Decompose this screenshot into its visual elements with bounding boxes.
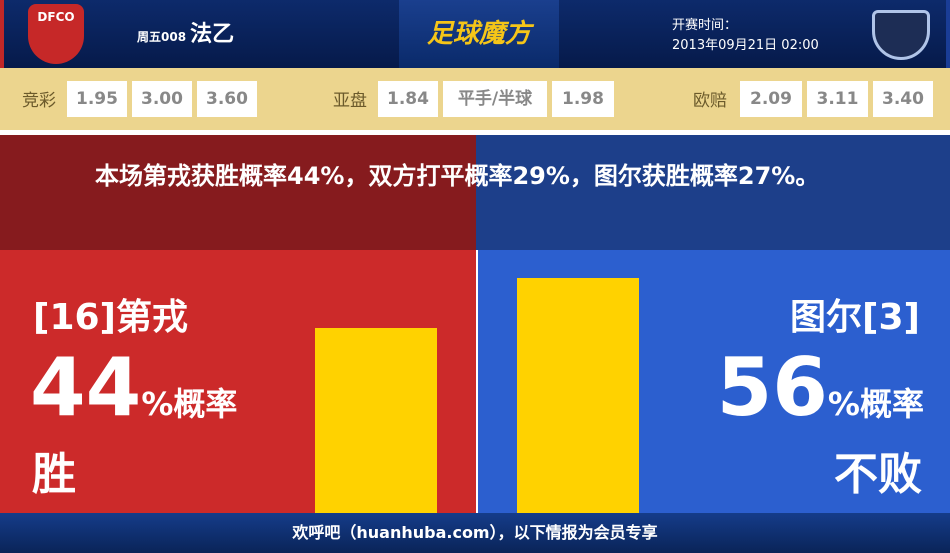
odds-box: 平手/半球: [443, 81, 547, 117]
home-result: 胜: [32, 449, 76, 500]
jingcai-label: 竞彩: [22, 91, 56, 111]
odds-box: 3.60: [197, 81, 257, 117]
home-percent-suffix: %概率: [141, 385, 238, 423]
odds-box: 3.00: [132, 81, 192, 117]
home-team-name: [16]第戎: [33, 297, 189, 338]
away-percent-suffix: %概率: [827, 385, 924, 423]
home-panel: [16]第戎 44%概率 胜: [0, 250, 476, 513]
odds-box: 3.40: [873, 81, 933, 117]
home-percent: 44%概率: [30, 348, 237, 444]
away-result: 不败: [834, 449, 922, 500]
band-away-bg: [476, 135, 950, 250]
odds-box: 1.98: [552, 81, 614, 117]
away-percent-value: 56: [716, 341, 828, 434]
away-panel: 图尔[3] 56%概率 不败: [478, 250, 950, 513]
odds-box: 2.09: [740, 81, 802, 117]
kickoff-time: 2013年09月21日 02:00: [672, 38, 819, 53]
oupei-label: 欧赔: [693, 91, 727, 111]
away-team-logo: [872, 10, 930, 60]
home-percent-value: 44: [30, 341, 142, 434]
match-number: 周五008: [137, 30, 187, 44]
home-team-logo: DFCO: [28, 4, 84, 64]
kickoff-label: 开赛时间：: [672, 18, 738, 33]
league-name: 法乙: [190, 22, 235, 47]
odds-box: 1.95: [67, 81, 127, 117]
away-percent: 56%概率: [717, 348, 924, 444]
footer-banner: 欢呼吧（huanhuba.com），以下情报为会员专享: [0, 513, 950, 553]
match-header: DFCO 周五008 法乙 足球魔方 开赛时间： 2013年09月21日 02:00: [0, 0, 950, 68]
brand-logo: 足球魔方: [399, 0, 559, 68]
summary-band: 本场第戎获胜概率44%，双方打平概率29%，图尔获胜概率27%。: [0, 135, 950, 250]
away-team-name: 图尔[3]: [790, 297, 920, 338]
home-probability-bar: [315, 328, 437, 513]
away-probability-bar: [517, 277, 639, 513]
kickoff-info: 开赛时间： 2013年09月21日 02:00: [672, 16, 819, 56]
band-home-bg: [0, 135, 476, 250]
probability-summary: 本场第戎获胜概率44%，双方打平概率29%，图尔获胜概率27%。: [95, 162, 820, 190]
league-info: 周五008 法乙: [137, 16, 234, 48]
yapan-label: 亚盘: [333, 91, 367, 111]
odds-bar: 竞彩 1.95 3.00 3.60 亚盘 1.84 平手/半球 1.98 欧赔 …: [0, 68, 950, 130]
odds-box: 3.11: [807, 81, 868, 117]
odds-box: 1.84: [378, 81, 438, 117]
